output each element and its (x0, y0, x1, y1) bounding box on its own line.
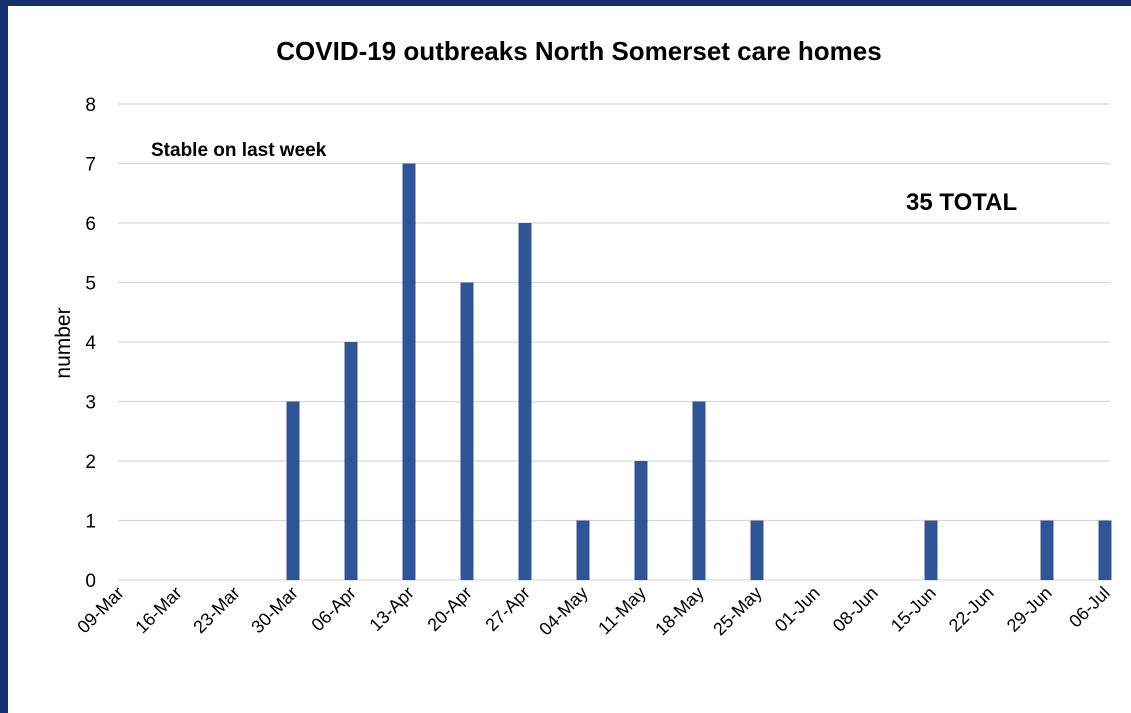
bar (693, 402, 706, 581)
y-tick-label: 1 (85, 512, 96, 533)
bar (519, 223, 532, 580)
y-tick-label: 8 (85, 95, 96, 116)
y-axis-label: number (52, 307, 75, 378)
chart-title: COVID-19 outbreaks North Somerset care h… (276, 36, 881, 66)
annotation-note: Stable on last week (151, 140, 327, 161)
annotation-total: 35 TOTAL (906, 189, 1017, 216)
x-tick-label: 15-Jun (887, 583, 940, 636)
bar (461, 283, 474, 581)
x-tick-label: 06-Apr (307, 583, 359, 635)
x-tick-label: 13-Apr (365, 583, 417, 635)
y-tick-label: 4 (85, 333, 96, 354)
y-tick-label: 7 (85, 155, 96, 176)
x-tick-label: 27-Apr (481, 583, 533, 635)
x-tick-label: 23-Mar (189, 583, 243, 637)
bar (925, 521, 938, 581)
bars (287, 164, 1112, 581)
y-tick-label: 5 (85, 274, 96, 295)
y-tick-labels: 0 1 2 3 4 5 6 7 8 (85, 95, 96, 592)
x-tick-label: 08-Jun (829, 583, 882, 636)
x-tick-label: 09-Mar (73, 583, 127, 637)
bar (287, 402, 300, 581)
bar (1099, 521, 1112, 581)
x-tick-label: 25-May (709, 583, 766, 640)
x-tick-label: 29-Jun (1003, 583, 1056, 636)
y-tick-label: 2 (85, 452, 96, 473)
bar (403, 164, 416, 581)
x-tick-label: 01-Jun (771, 583, 824, 636)
x-tick-label: 30-Mar (247, 583, 301, 637)
x-tick-label: 04-May (535, 583, 592, 640)
y-tick-label: 3 (85, 393, 96, 414)
gridlines (118, 104, 1110, 580)
bar (751, 521, 764, 581)
bar (1041, 521, 1054, 581)
bar (635, 461, 648, 580)
y-tick-label: 0 (85, 571, 96, 592)
y-tick-label: 6 (85, 214, 96, 235)
x-tick-label: 06-Jul (1065, 583, 1114, 632)
bar (577, 521, 590, 581)
bar (345, 342, 358, 580)
x-tick-label: 22-Jun (945, 583, 998, 636)
x-tick-label: 16-Mar (131, 583, 185, 637)
x-tick-label: 20-Apr (423, 583, 475, 635)
x-tick-label: 11-May (594, 583, 650, 639)
x-tick-labels: 09-Mar 16-Mar 23-Mar 30-Mar 06-Apr 13-Apr 20-A… (73, 583, 1113, 640)
x-tick-label: 18-May (651, 583, 708, 640)
